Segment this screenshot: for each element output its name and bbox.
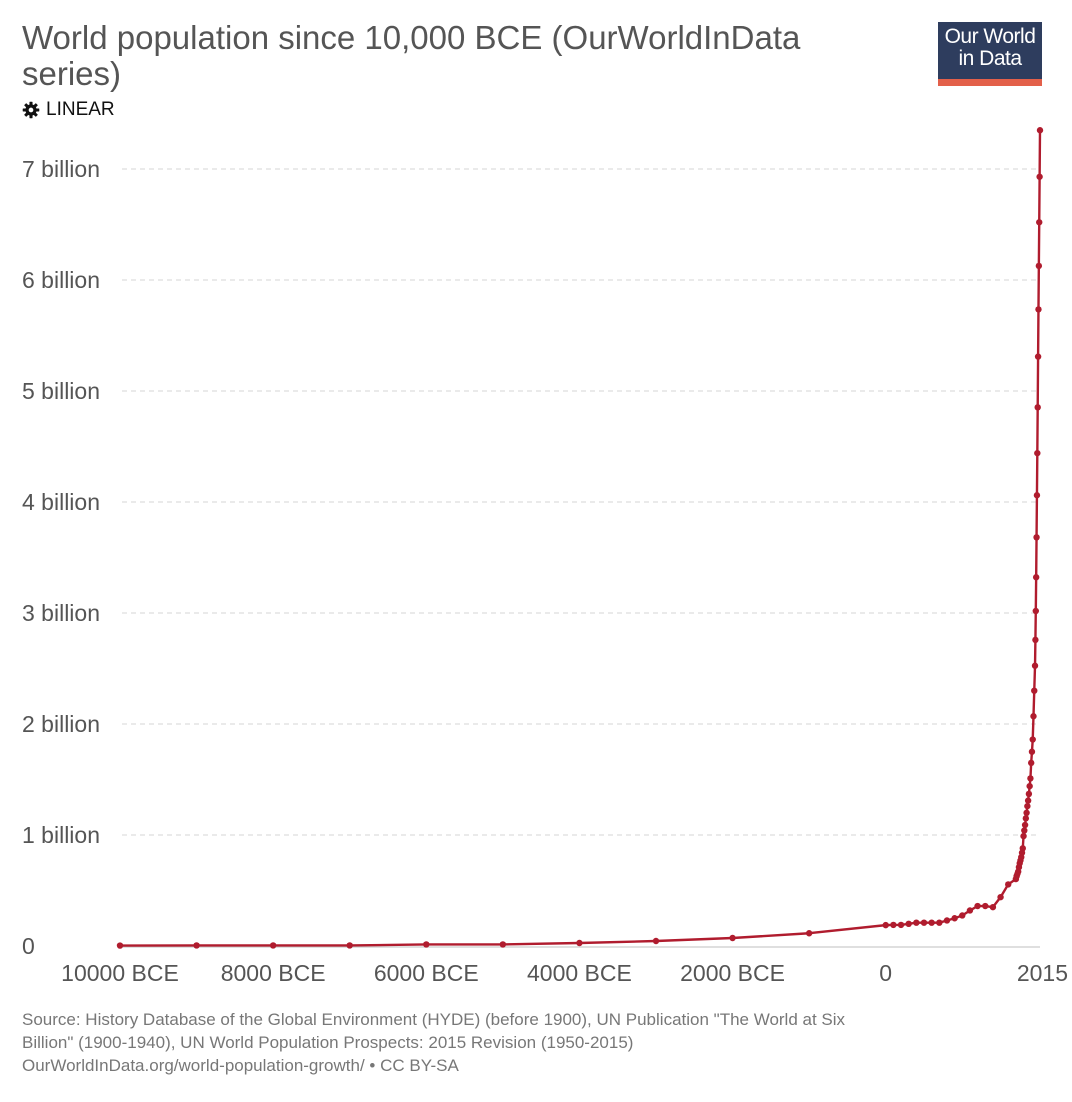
data-point <box>1030 713 1037 720</box>
data-point <box>423 941 430 948</box>
data-point <box>1024 797 1032 804</box>
data-point <box>1025 790 1033 798</box>
data-point <box>913 919 920 926</box>
data-point <box>1022 815 1030 822</box>
source-line-2: Billion" (1900-1940), UN World Populatio… <box>22 1033 634 1052</box>
data-point <box>652 937 660 945</box>
x-tick-label: 4000 BCE <box>527 960 632 986</box>
y-tick-label: 1 billion <box>22 822 100 848</box>
data-point <box>882 921 889 929</box>
y-tick-label: 0 <box>22 933 35 959</box>
scale-toggle-label: LINEAR <box>46 99 115 120</box>
data-point <box>193 942 200 949</box>
data-point <box>269 942 277 949</box>
x-tick-label: 10000 BCE <box>61 960 179 986</box>
owid-logo[interactable]: Our World in Data <box>938 22 1042 86</box>
series-line <box>119 130 1042 947</box>
data-point <box>1026 782 1033 790</box>
chart-title: World population since 10,000 BCE (OurWo… <box>22 19 801 92</box>
data-point <box>1034 353 1042 360</box>
data-point <box>989 903 997 911</box>
x-tick-label: 0 <box>879 960 892 986</box>
data-point <box>905 920 912 927</box>
data-point <box>928 919 935 926</box>
data-point <box>346 942 353 949</box>
logo-text-line2: in Data <box>958 47 1022 70</box>
data-point <box>1036 127 1044 134</box>
data-point <box>897 921 905 929</box>
data-point <box>116 942 124 949</box>
data-point <box>951 915 958 922</box>
data-point <box>1035 306 1042 313</box>
y-tick-label: 3 billion <box>22 600 100 626</box>
data-point <box>1020 832 1027 840</box>
data-point <box>1033 492 1041 499</box>
gear-icon <box>22 101 40 119</box>
data-point <box>1019 845 1026 852</box>
data-point <box>1021 821 1029 829</box>
data-point <box>1034 404 1041 411</box>
data-point <box>1033 534 1040 541</box>
data-point <box>1035 262 1043 270</box>
source-note: Source: History Database of the Global E… <box>22 1008 1022 1077</box>
logo-accent-bar <box>938 79 1042 86</box>
data-point <box>936 919 943 926</box>
data-point <box>1036 219 1043 226</box>
data-point <box>1036 173 1043 180</box>
logo-text-line1: Our World <box>944 25 1036 48</box>
data-point <box>1029 736 1036 743</box>
data-point <box>1027 759 1035 767</box>
data-point <box>1031 687 1038 694</box>
y-tick-label: 2 billion <box>22 711 100 737</box>
data-point <box>1027 775 1034 782</box>
x-tick-label: 8000 BCE <box>221 960 326 986</box>
data-point <box>982 902 989 910</box>
data-point <box>1024 802 1031 810</box>
source-line-3: OurWorldInData.org/world-population-grow… <box>22 1056 459 1075</box>
data-point <box>1021 827 1028 834</box>
data-point <box>920 919 928 926</box>
data-point <box>1005 881 1012 888</box>
data-point <box>974 902 981 910</box>
data-point <box>729 934 736 942</box>
data-point <box>1032 636 1039 644</box>
data-point <box>1032 607 1039 615</box>
x-tick-label: 2000 BCE <box>680 960 785 986</box>
data-point <box>1023 809 1030 816</box>
data-point <box>1032 574 1040 581</box>
line-chart: 0 1 billion 2 billion 3 billion 4 billion 5 b… <box>22 127 1068 986</box>
y-tick-label: 6 billion <box>22 267 100 293</box>
source-line-1: Source: History Database of the Global E… <box>22 1010 846 1029</box>
data-point <box>499 941 507 948</box>
data-point <box>1034 449 1041 457</box>
scale-toggle-button[interactable]: LINEAR <box>22 99 115 121</box>
y-tick-label: 4 billion <box>22 489 100 515</box>
data-point <box>959 912 966 919</box>
data-point <box>576 939 583 947</box>
y-tick-label: 7 billion <box>22 156 100 182</box>
x-tick-label: 6000 BCE <box>374 960 479 986</box>
data-point <box>1031 662 1039 669</box>
data-point <box>943 917 951 924</box>
x-tick-label: 2015 <box>1017 960 1068 986</box>
data-point <box>966 907 974 914</box>
data-point <box>890 921 897 929</box>
data-point <box>1028 748 1036 755</box>
y-tick-label: 5 billion <box>22 378 100 404</box>
data-point <box>997 893 1004 901</box>
data-point <box>805 930 813 937</box>
